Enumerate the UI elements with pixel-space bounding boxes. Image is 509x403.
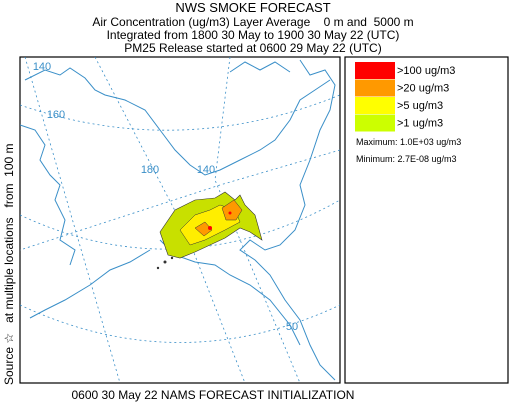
- map-label: 50: [286, 321, 298, 333]
- graticule: [214, 57, 301, 383]
- smoke-speck: [156, 266, 160, 270]
- smoke-hotspot: [228, 211, 232, 215]
- legend-swatch: [355, 62, 395, 79]
- legend-swatch: [355, 97, 395, 114]
- map-label: 140: [197, 164, 215, 176]
- legend-label: >100 ug/m3: [397, 65, 455, 77]
- graticule: [20, 304, 340, 343]
- map-label: 160: [47, 109, 65, 121]
- smoke-area: [194, 221, 213, 237]
- legend-label: >1 ug/m3: [397, 118, 443, 130]
- coastline: [239, 59, 336, 381]
- coastline: [24, 67, 331, 176]
- title: NWS SMOKE FORECAST: [175, 0, 330, 15]
- legend-label: >5 ug/m3: [397, 100, 443, 112]
- smoke-speck: [163, 260, 167, 264]
- subtitle: PM25 Release started at 0600 29 May 22 (…: [124, 41, 381, 55]
- source-label: Source ☆ at multiple locations from 100 …: [2, 143, 16, 385]
- map-label: 140: [33, 61, 51, 73]
- subtitle: Integrated from 1800 30 May to 1900 30 M…: [107, 28, 400, 42]
- legend: >100 ug/m3 >20 ug/m3 >5 ug/m3 >1 ug/m3: [355, 62, 455, 132]
- legend-swatch: [355, 114, 395, 132]
- legend-swatch: [355, 79, 395, 97]
- map-label: 180: [141, 164, 159, 176]
- legend-minimum: Minimum: 2.7E-08 ug/m3: [356, 154, 457, 164]
- map-layer: [20, 57, 340, 383]
- coastline: [20, 124, 76, 266]
- smoke-hotspot: [208, 226, 212, 230]
- map-frame: [19, 56, 341, 384]
- legend-label: >20 ug/m3: [397, 83, 449, 95]
- coastline: [29, 249, 151, 319]
- coastline: [229, 61, 291, 73]
- graticule: [20, 94, 340, 131]
- graticule: [20, 149, 340, 251]
- smoke-area: [221, 199, 243, 221]
- footer: 0600 30 May 22 NAMS FORECAST INITIALIZAT…: [72, 388, 355, 402]
- graticule: [24, 57, 121, 383]
- legend-frame: [344, 56, 509, 384]
- subtitle: Air Concentration (ug/m3) Layer Average …: [92, 15, 413, 29]
- smoke-speck: [170, 256, 174, 260]
- legend-maximum: Maximum: 1.0E+03 ug/m3: [356, 137, 461, 147]
